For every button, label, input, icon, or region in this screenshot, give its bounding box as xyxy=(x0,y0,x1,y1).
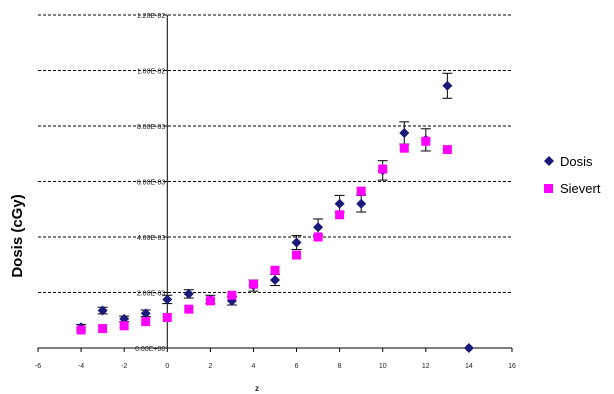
x-tick-label-2: -2 xyxy=(121,363,127,370)
grid-lines xyxy=(38,14,512,293)
series-dosis xyxy=(76,80,474,353)
error-bars xyxy=(76,72,453,331)
point-sievert-13 xyxy=(356,186,366,196)
y-tick-label-1: 2.00E-03 xyxy=(137,291,166,298)
x-tick-label-7: 8 xyxy=(338,363,342,370)
y-tick-label-6: 1.20E-02 xyxy=(137,13,166,20)
point-sievert-0 xyxy=(76,325,86,335)
point-sievert-14 xyxy=(378,164,388,174)
point-sievert-6 xyxy=(205,296,215,306)
y-tick-label-4: 8.00E-03 xyxy=(137,124,166,131)
legend-entry-sievert: Sievert xyxy=(544,181,601,196)
point-sievert-1 xyxy=(98,324,108,334)
point-dosis-11 xyxy=(313,222,324,233)
legend: Dosis Sievert xyxy=(544,154,601,196)
legend-marker-dosis xyxy=(544,156,554,166)
x-tick-label-6: 6 xyxy=(295,363,299,370)
y-tick-label-5: 1.00E-02 xyxy=(137,69,166,76)
point-dosis-17 xyxy=(442,80,453,91)
point-sievert-11 xyxy=(313,232,323,242)
x-tick-label-10: 14 xyxy=(465,363,473,370)
legend-label-dosis: Dosis xyxy=(560,154,593,169)
x-tick-label-11: 16 xyxy=(508,363,516,370)
series-sievert xyxy=(76,136,452,335)
point-dosis-4 xyxy=(162,294,173,305)
point-sievert-12 xyxy=(335,210,345,220)
x-tick-label-1: -4 xyxy=(78,363,84,370)
point-sievert-15 xyxy=(399,143,409,153)
point-sievert-10 xyxy=(292,250,302,260)
point-dosis-1 xyxy=(97,305,108,316)
point-sievert-3 xyxy=(141,317,151,327)
x-tick-label-3: 0 xyxy=(165,363,169,370)
point-dosis-12 xyxy=(334,198,345,209)
y-axis-label: Dosis (cGy) xyxy=(9,194,26,277)
y-tick-label-2: 4.00E-03 xyxy=(137,235,166,242)
legend-marker-sievert xyxy=(544,184,553,193)
y-tick-label-3: 6.00E-03 xyxy=(137,180,166,187)
point-sievert-4 xyxy=(162,312,172,322)
point-dosis-3 xyxy=(140,308,151,319)
point-dosis-15 xyxy=(399,127,410,138)
point-dosis-13 xyxy=(356,198,367,209)
point-dosis-9 xyxy=(270,275,280,286)
point-dosis-5 xyxy=(183,288,194,299)
point-dosis-18 xyxy=(463,343,474,353)
legend-entry-dosis: Dosis xyxy=(544,154,593,169)
data-series xyxy=(76,80,474,353)
x-tick-label-9: 12 xyxy=(422,363,430,370)
point-sievert-9 xyxy=(270,265,280,275)
axes xyxy=(37,14,513,352)
point-sievert-5 xyxy=(184,304,194,314)
point-sievert-8 xyxy=(248,279,258,289)
y-axis-tick-labels: 0.00E+00 2.00E-03 4.00E-03 6.00E-03 8.00E-03… xyxy=(135,13,165,353)
x-tick-label-5: 4 xyxy=(252,363,256,370)
x-tick-label-4: 2 xyxy=(208,363,212,370)
point-dosis-10 xyxy=(291,237,302,248)
point-sievert-2 xyxy=(119,321,129,331)
x-axis-tick-labels: -6 -4 -2 0 2 4 6 8 10 12 14 16 xyxy=(35,363,516,370)
point-sievert-17 xyxy=(442,145,452,155)
point-sievert-7 xyxy=(227,290,237,300)
y-tick-label-0: 0.00E+00 xyxy=(135,346,165,353)
x-tick-label-0: -6 xyxy=(35,363,41,370)
x-tick-label-8: 10 xyxy=(379,363,387,370)
point-sievert-16 xyxy=(421,136,431,146)
x-axis-label: z xyxy=(255,384,259,393)
legend-label-sievert: Sievert xyxy=(560,181,601,196)
